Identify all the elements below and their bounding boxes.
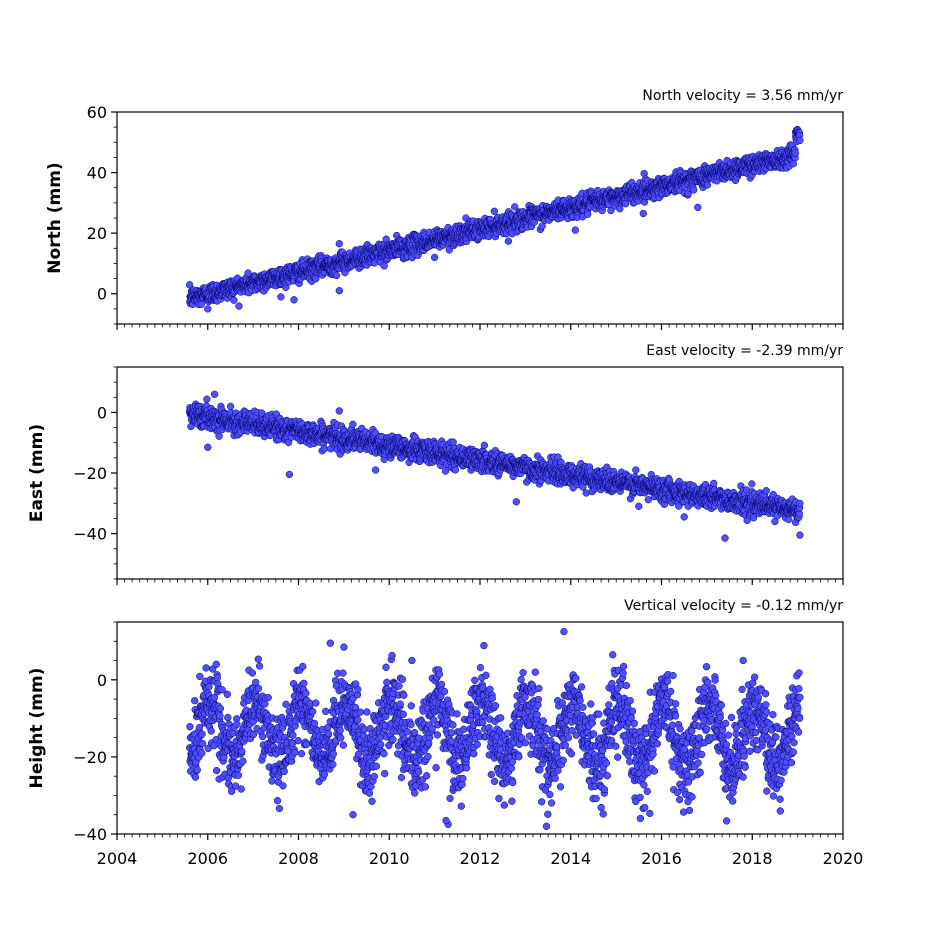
east-point bbox=[750, 514, 757, 521]
east-point bbox=[450, 439, 457, 446]
east-outlier-point bbox=[204, 444, 211, 451]
north-axis-label: North (mm) bbox=[45, 162, 65, 273]
east-point bbox=[350, 421, 357, 428]
north-point bbox=[505, 238, 512, 245]
north-point bbox=[690, 187, 697, 194]
north-y-tick-label: 20 bbox=[87, 224, 107, 243]
north-point bbox=[792, 150, 799, 157]
north-point bbox=[236, 303, 243, 310]
north-y-tick-label: 60 bbox=[87, 103, 107, 122]
east-point bbox=[645, 496, 652, 503]
north-scatter-points bbox=[186, 126, 803, 312]
north-x-ticks bbox=[117, 324, 843, 330]
north-outlier-point bbox=[431, 254, 438, 261]
north-outlier-point bbox=[204, 306, 211, 313]
east-point bbox=[227, 403, 234, 410]
north-point bbox=[584, 211, 591, 218]
east-outlier-point bbox=[513, 498, 520, 505]
east-point bbox=[797, 500, 804, 507]
north-point bbox=[231, 297, 238, 304]
east-outlier-point bbox=[286, 471, 293, 478]
east-point bbox=[710, 480, 717, 487]
north-y-ticks: 0 20 40 60 bbox=[87, 103, 117, 324]
east-outlier-point bbox=[635, 503, 642, 510]
east-outlier-point bbox=[681, 514, 688, 521]
east-outlier-point bbox=[772, 518, 779, 525]
east-x-ticks bbox=[117, 579, 843, 585]
north-point bbox=[704, 182, 711, 189]
north-outlier-point bbox=[291, 296, 298, 303]
east-point bbox=[452, 466, 459, 473]
east-point bbox=[204, 396, 211, 403]
east-axis-label: East (mm) bbox=[27, 424, 47, 522]
east-outlier-point bbox=[372, 467, 379, 474]
east-outlier-point bbox=[797, 532, 804, 539]
east-y-tick-label: −20 bbox=[73, 464, 107, 483]
east-y-tick-label: 0 bbox=[97, 403, 107, 422]
north-point bbox=[491, 208, 498, 215]
north-point bbox=[797, 137, 804, 144]
east-panel-title: East velocity = -2.39 mm/yr bbox=[646, 343, 843, 359]
east-point bbox=[321, 445, 328, 452]
north-panel: North velocity = 3.56 mm/yr North (mm) 0… bbox=[45, 88, 843, 330]
east-y-tick-label: −40 bbox=[73, 525, 107, 544]
north-y-tick-label: 0 bbox=[97, 285, 107, 304]
north-point bbox=[278, 294, 285, 301]
east-panel: East velocity = -2.39 mm/yr East (mm) −4… bbox=[27, 343, 843, 585]
north-outlier-point bbox=[640, 210, 647, 217]
east-outlier-point bbox=[722, 535, 729, 542]
north-y-tick-label: 40 bbox=[87, 164, 107, 183]
east-point bbox=[785, 516, 792, 523]
north-point bbox=[198, 301, 205, 308]
east-point bbox=[583, 490, 590, 497]
east-outlier-point bbox=[336, 408, 343, 415]
east-y-ticks: −40 −20 0 bbox=[73, 367, 117, 579]
east-outlier-point bbox=[211, 391, 218, 398]
east-point bbox=[748, 481, 755, 488]
east-point bbox=[763, 487, 770, 494]
east-scatter-points bbox=[186, 391, 803, 542]
north-outlier-point bbox=[336, 240, 343, 247]
east-point bbox=[442, 468, 449, 475]
east-point bbox=[632, 467, 639, 474]
north-outlier-point bbox=[694, 204, 701, 211]
north-point bbox=[381, 263, 388, 270]
north-point bbox=[333, 272, 340, 279]
north-outlier-point bbox=[336, 287, 343, 294]
north-outlier-point bbox=[572, 227, 579, 234]
east-point bbox=[481, 442, 488, 449]
north-panel-title: North velocity = 3.56 mm/yr bbox=[642, 88, 843, 104]
